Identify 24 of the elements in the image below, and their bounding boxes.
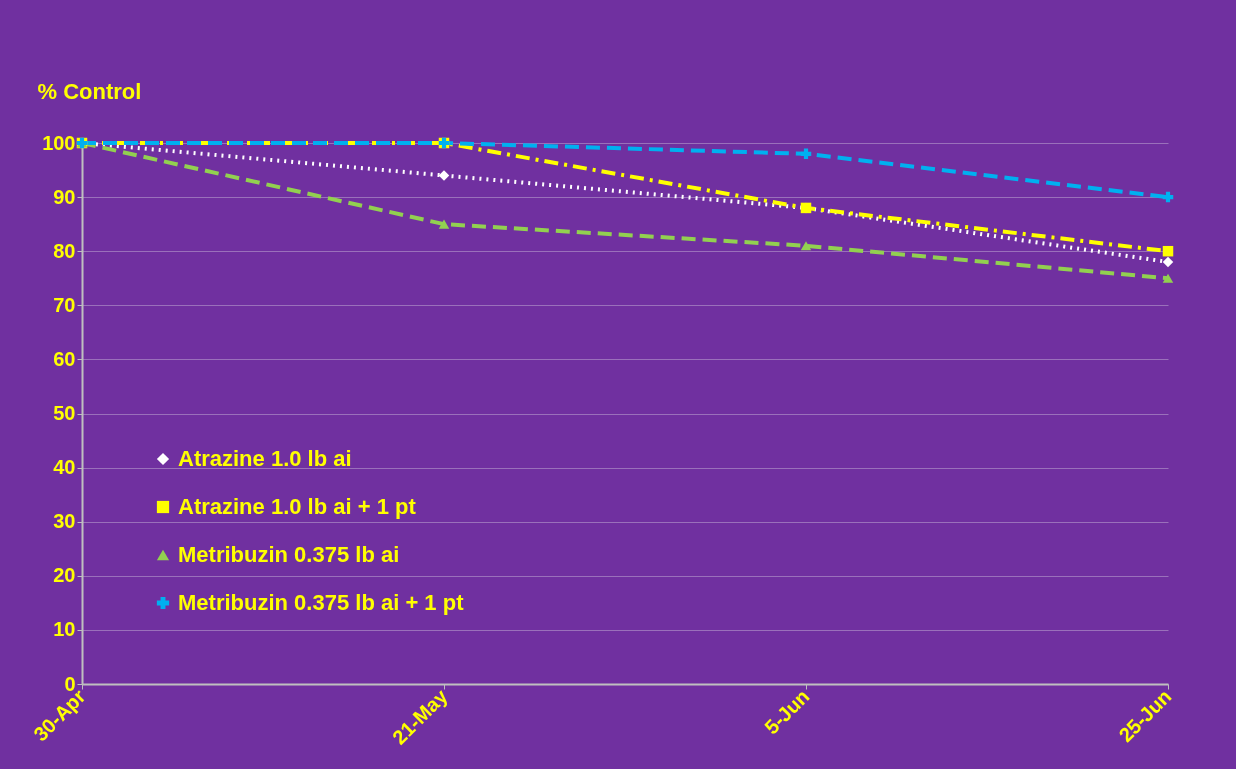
point: [800, 241, 812, 251]
y-tick-label: 10: [53, 618, 76, 641]
y-tick-label: 50: [53, 402, 76, 424]
y-tick-label: 0: [64, 672, 76, 695]
y-tick-label: 60: [53, 347, 76, 370]
legend-label: Atrazine 1.0 lb ai: [178, 446, 352, 471]
legend-label: Atrazine 1.0 lb ai + 1 pt: [178, 494, 417, 519]
point: [1162, 256, 1174, 268]
y-tick-label: 40: [53, 456, 76, 479]
legend-label: Metribuzin 0.375 lb ai: [178, 542, 400, 567]
legend-label: Metribuzin 0.375 lb ai + 1 pt: [178, 590, 465, 615]
point: [800, 148, 812, 160]
y-tick-label: 30: [53, 510, 76, 533]
y-tick-label: 90: [53, 185, 76, 208]
y-tick-label: 70: [53, 293, 76, 316]
y-axis-title: % Control: [37, 78, 142, 104]
y-tick-label: 80: [53, 239, 76, 262]
point: [438, 219, 450, 229]
point: [1162, 245, 1174, 257]
point: [1162, 273, 1174, 283]
y-tick-label: 20: [53, 564, 76, 587]
point: [438, 170, 450, 181]
point: [1162, 191, 1174, 203]
y-tick-label: 100: [42, 131, 76, 154]
